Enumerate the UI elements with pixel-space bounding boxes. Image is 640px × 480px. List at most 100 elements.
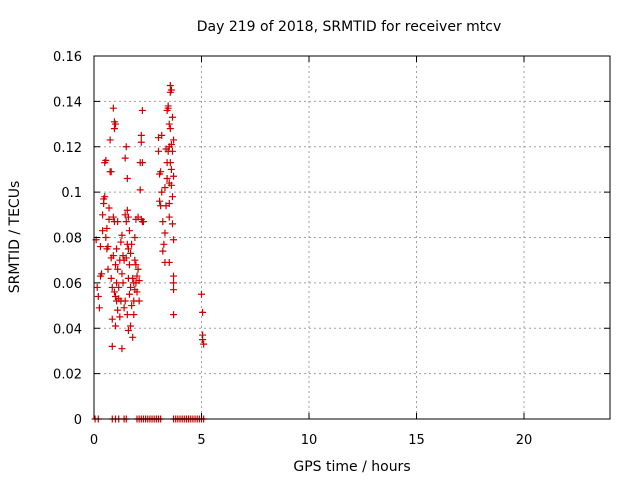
data-point: [159, 247, 167, 255]
data-point: [137, 131, 145, 139]
data-point: [200, 340, 208, 348]
data-point: [116, 313, 124, 321]
data-point: [122, 218, 130, 226]
grid: [94, 56, 610, 419]
data-point: [99, 227, 107, 235]
data-point: [127, 283, 135, 291]
y-axis-label: SRMTID / TECUs: [7, 181, 23, 294]
data-point: [170, 279, 178, 287]
data-point: [108, 283, 116, 291]
data-point: [165, 213, 173, 221]
data-point: [158, 131, 166, 139]
x-tick-label: 10: [301, 433, 318, 448]
data-point: [129, 274, 137, 282]
data-point: [170, 236, 178, 244]
data-point: [170, 172, 178, 180]
data-point: [107, 168, 115, 176]
data-point: [107, 274, 115, 282]
data-point: [125, 290, 133, 298]
data-point: [118, 345, 126, 353]
data-point: [165, 258, 173, 266]
data-point: [135, 277, 143, 285]
data-point: [121, 297, 129, 305]
y-tick-label: 0: [74, 413, 82, 428]
data-point: [199, 308, 207, 316]
data-point: [125, 261, 133, 269]
data-point: [96, 243, 104, 251]
data-point: [101, 193, 109, 201]
data-point: [130, 311, 138, 319]
data-point: [168, 147, 176, 155]
data-point: [170, 311, 178, 319]
data-point: [112, 120, 119, 128]
chart-title: Day 219 of 2018, SRMTID for receiver mtc…: [197, 19, 502, 35]
data-point: [104, 265, 112, 273]
data-point: [93, 283, 101, 291]
data-point: [156, 197, 164, 205]
data-point: [131, 234, 139, 241]
data-point: [139, 218, 147, 226]
data-point: [167, 140, 175, 148]
data-point: [166, 159, 174, 167]
data-point: [108, 342, 116, 350]
data-point: [166, 125, 174, 133]
data-point: [98, 270, 106, 278]
data-point: [167, 165, 175, 173]
data-point: [137, 138, 145, 146]
data-point: [124, 327, 132, 335]
data-point: [123, 206, 131, 214]
data-point: [127, 249, 135, 257]
data-point: [102, 234, 110, 241]
data-point: [129, 333, 137, 341]
data-point: [102, 156, 110, 164]
x-axis-label: GPS time / hours: [293, 459, 410, 475]
data-point: [198, 290, 205, 298]
data-points: [91, 81, 208, 423]
data-point: [124, 245, 132, 253]
data-point: [128, 240, 136, 248]
data-point: [110, 125, 118, 133]
data-point: [131, 256, 139, 264]
data-point: [168, 113, 176, 121]
data-point: [110, 288, 118, 296]
data-point: [104, 243, 112, 251]
data-point: [115, 283, 123, 291]
data-point: [168, 220, 176, 228]
x-tick-label: 20: [516, 433, 533, 448]
data-point: [99, 211, 107, 219]
data-point: [165, 120, 173, 128]
data-point: [199, 336, 207, 344]
data-point: [122, 254, 130, 262]
data-point: [123, 311, 131, 319]
data-point: [134, 265, 142, 273]
y-tick-label: 0.02: [53, 368, 82, 383]
data-point: [168, 193, 176, 201]
data-point: [167, 86, 175, 94]
data-point: [136, 186, 144, 194]
data-point: [112, 261, 119, 269]
data-point: [114, 218, 122, 226]
data-point: [164, 102, 172, 110]
y-tick-label: 0.1: [61, 186, 82, 201]
data-point: [108, 315, 116, 323]
data-point: [165, 199, 173, 207]
data-point: [132, 261, 140, 269]
data-point: [105, 215, 113, 223]
data-point: [119, 279, 127, 287]
x-tick-label: 15: [408, 433, 425, 448]
data-point: [163, 175, 171, 183]
data-point: [114, 265, 122, 273]
plot-frame: [93, 55, 611, 420]
data-point: [122, 143, 130, 151]
y-tick-label: 0.06: [53, 277, 82, 292]
data-point: [118, 231, 126, 239]
data-point: [159, 218, 167, 226]
data-point: [114, 306, 122, 314]
data-point: [117, 238, 125, 246]
data-point: [157, 168, 165, 176]
data-point: [113, 279, 121, 287]
data-point: [158, 188, 166, 196]
data-point: [124, 213, 132, 221]
data-point: [113, 245, 121, 253]
